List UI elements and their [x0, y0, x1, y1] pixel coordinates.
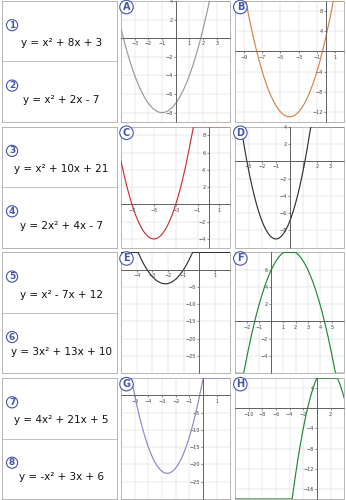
Text: 7: 7: [9, 398, 15, 407]
Text: y = 3x² + 13x + 10: y = 3x² + 13x + 10: [11, 346, 112, 356]
Text: D: D: [236, 128, 244, 138]
Text: y = 4x² + 21x + 5: y = 4x² + 21x + 5: [14, 416, 109, 426]
Bar: [121, 1, 230, 122]
Text: 6: 6: [9, 332, 15, 342]
Text: H: H: [236, 379, 244, 389]
Text: y = 2x² + 4x - 7: y = 2x² + 4x - 7: [20, 221, 103, 231]
Bar: [235, 126, 344, 248]
Text: y = x² + 2x - 7: y = x² + 2x - 7: [23, 95, 100, 105]
Text: 1: 1: [9, 20, 15, 30]
Text: 3: 3: [9, 146, 15, 156]
Text: A: A: [123, 2, 130, 12]
Text: B: B: [237, 2, 244, 12]
Text: y = -x² + 3x + 6: y = -x² + 3x + 6: [19, 472, 104, 482]
Text: 4: 4: [9, 207, 15, 216]
Text: y = x² - 7x + 12: y = x² - 7x + 12: [20, 290, 103, 300]
Bar: [121, 378, 230, 499]
Bar: [235, 252, 344, 374]
Text: 2: 2: [9, 81, 15, 90]
Text: F: F: [237, 254, 244, 264]
Bar: [121, 252, 230, 374]
Text: y = x² + 10x + 21: y = x² + 10x + 21: [14, 164, 109, 174]
Text: C: C: [123, 128, 130, 138]
Bar: [235, 378, 344, 499]
Text: E: E: [123, 254, 130, 264]
Text: 5: 5: [9, 272, 15, 281]
Bar: [121, 126, 230, 248]
Text: 8: 8: [9, 458, 15, 467]
Text: G: G: [122, 379, 130, 389]
Text: y = x² + 8x + 3: y = x² + 8x + 3: [21, 38, 102, 48]
Bar: [235, 1, 344, 122]
